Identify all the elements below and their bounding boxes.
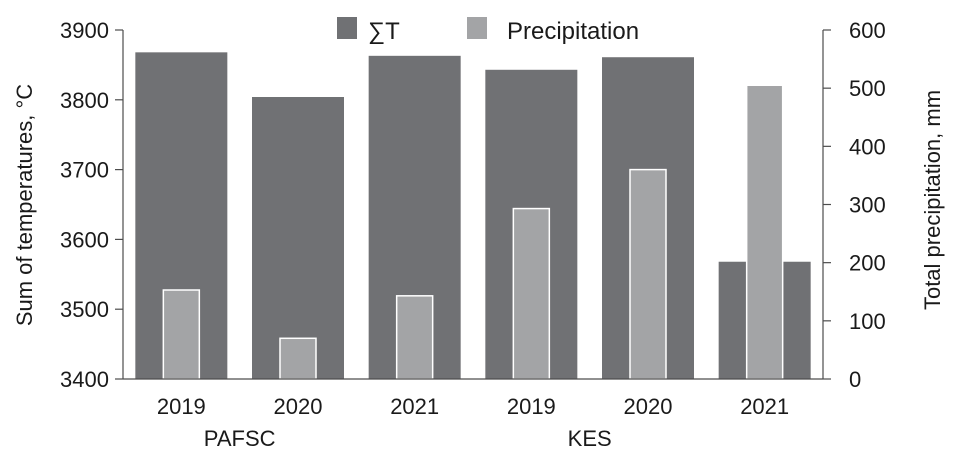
x-tick-label-5: 2021: [740, 394, 789, 419]
x-tick-label-3: 2019: [507, 394, 556, 419]
x-axis-group-labels: PAFSC KES: [204, 426, 612, 451]
x-tick-label-1: 2020: [274, 394, 323, 419]
right-tick-label-4: 400: [849, 134, 886, 159]
legend-label-precipitation: Precipitation: [507, 18, 639, 45]
right-tick-label-6: 600: [849, 18, 886, 43]
group-label-1: KES: [568, 426, 612, 451]
legend: ∑T Precipitation: [337, 17, 639, 45]
sum-of-temperatures-bars: [135, 52, 811, 380]
right-tick-label-2: 200: [849, 251, 886, 276]
left-tick-label-4: 3800: [60, 88, 109, 113]
bar-precipitation-1: [279, 337, 317, 380]
group-label-0: PAFSC: [204, 426, 276, 451]
bar-precipitation-2: [395, 295, 434, 380]
left-tick-label-0: 3400: [60, 367, 109, 392]
left-tick-label-3: 3700: [60, 158, 109, 183]
bar-precipitation-5: [745, 84, 784, 380]
left-tick-label-2: 3600: [60, 227, 109, 252]
left-tick-label-5: 3900: [60, 18, 109, 43]
right-axis-tick-labels: 0 100 200 300 400 500 600: [849, 18, 886, 392]
precipitation-bars: [162, 84, 784, 380]
x-tick-label-2: 2021: [390, 394, 439, 419]
legend-swatch-sum-of-temperatures: [337, 17, 357, 39]
bar-sum-of-temperatures-1: [252, 97, 344, 380]
legend-label-sum-of-temperatures: ∑T: [368, 18, 400, 45]
axes: [115, 29, 831, 380]
right-tick-label-3: 300: [849, 193, 886, 218]
bar-precipitation-0: [162, 289, 201, 380]
x-axis-tick-labels: 2019 2020 2021 2019 2020 2021: [157, 394, 789, 419]
right-tick-label-1: 100: [849, 309, 886, 334]
left-axis-tick-labels: 3400 3500 3600 3700 3800 3900: [60, 18, 109, 392]
x-tick-label-0: 2019: [157, 394, 206, 419]
right-tick-label-5: 500: [849, 76, 886, 101]
right-tick-label-0: 0: [849, 367, 861, 392]
x-tick-label-4: 2020: [624, 394, 673, 419]
bar-precipitation-4: [629, 168, 667, 380]
y2-axis-title: Total precipitation, mm: [920, 90, 945, 310]
left-tick-label-1: 3500: [60, 297, 109, 322]
y-axis-title: Sum of temperatures, °C: [12, 84, 37, 326]
bar-precipitation-3: [512, 207, 551, 380]
legend-swatch-precipitation: [467, 17, 487, 39]
